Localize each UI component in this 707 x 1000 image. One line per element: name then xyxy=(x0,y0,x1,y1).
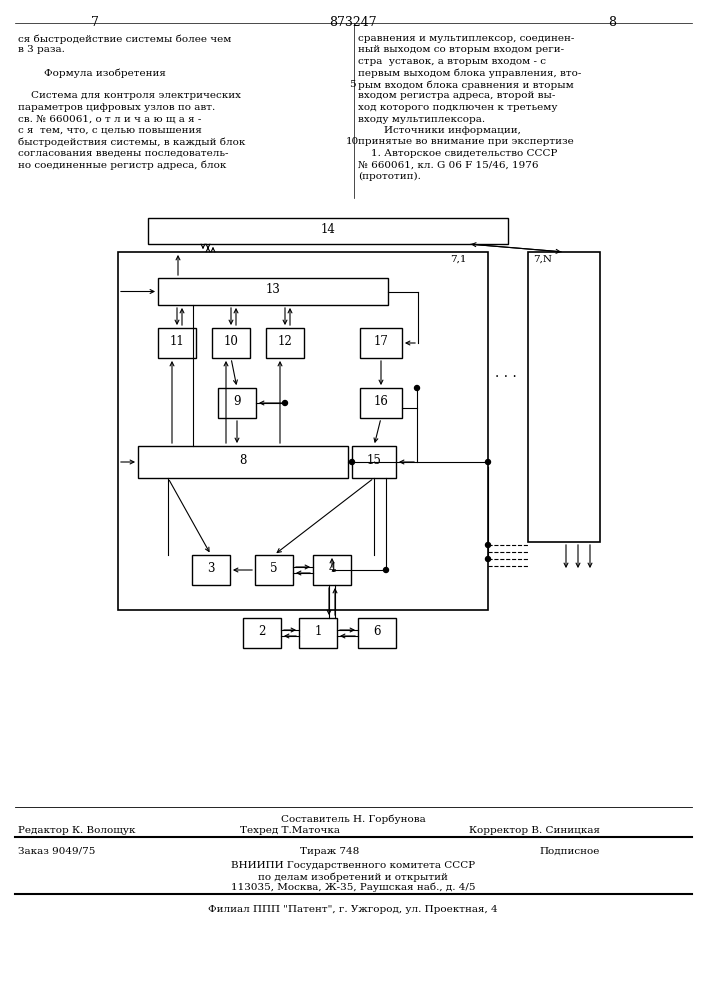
Text: ход которого подключен к третьему: ход которого подключен к третьему xyxy=(358,103,558,112)
Text: св. № 660061, о т л и ч а ю щ а я -: св. № 660061, о т л и ч а ю щ а я - xyxy=(18,114,201,123)
Text: 7,N: 7,N xyxy=(533,255,552,264)
Bar xyxy=(212,328,250,358)
Text: входом регистра адреса, второй вы-: входом регистра адреса, второй вы- xyxy=(358,92,556,101)
Text: 13: 13 xyxy=(266,283,281,296)
Text: ВНИИПИ Государственного комитета СССР: ВНИИПИ Государственного комитета СССР xyxy=(231,861,475,870)
Bar xyxy=(360,328,402,358)
Bar xyxy=(358,618,396,648)
Circle shape xyxy=(414,385,419,390)
Text: · · ·: · · · xyxy=(495,370,517,384)
Text: 12: 12 xyxy=(278,335,293,348)
Bar xyxy=(528,252,600,542)
Text: Заказ 9049/75: Заказ 9049/75 xyxy=(18,847,95,856)
Text: ся быстродействие системы более чем: ся быстродействие системы более чем xyxy=(18,34,231,43)
Text: 8: 8 xyxy=(239,454,247,467)
Text: 17: 17 xyxy=(373,335,388,348)
Text: Тираж 748: Тираж 748 xyxy=(300,847,360,856)
Bar xyxy=(148,218,508,244)
Text: рым входом блока сравнения и вторым: рым входом блока сравнения и вторым xyxy=(358,80,574,90)
Bar xyxy=(192,555,230,585)
Text: 11: 11 xyxy=(170,335,185,348)
Text: 9: 9 xyxy=(233,395,241,408)
Text: стра  уставок, а вторым входом - с: стра уставок, а вторым входом - с xyxy=(358,57,546,66)
Text: 1: 1 xyxy=(315,625,322,638)
Text: (прототип).: (прототип). xyxy=(358,172,421,181)
Bar xyxy=(158,278,388,305)
Text: 14: 14 xyxy=(320,223,335,236)
Bar xyxy=(158,328,196,358)
Text: 873247: 873247 xyxy=(329,16,377,29)
Bar xyxy=(138,446,348,478)
Text: Филиал ППП "Патент", г. Ужгород, ул. Проектная, 4: Филиал ППП "Патент", г. Ужгород, ул. Про… xyxy=(208,905,498,914)
Text: с я  тем, что, с целью повышения: с я тем, что, с целью повышения xyxy=(18,126,202,135)
Bar xyxy=(266,328,304,358)
Bar xyxy=(255,555,293,585)
Text: 15: 15 xyxy=(366,454,382,467)
Text: 7: 7 xyxy=(91,16,99,29)
Text: 10: 10 xyxy=(223,335,238,348)
Text: 6: 6 xyxy=(373,625,381,638)
Bar xyxy=(118,252,488,610)
Text: 16: 16 xyxy=(373,395,388,408)
Bar xyxy=(360,388,402,418)
Text: Редактор К. Волощук: Редактор К. Волощук xyxy=(18,826,136,835)
Text: 5: 5 xyxy=(270,562,278,575)
Text: параметров цифровых узлов по авт.: параметров цифровых узлов по авт. xyxy=(18,103,215,112)
Text: сравнения и мультиплексор, соединен-: сравнения и мультиплексор, соединен- xyxy=(358,34,574,43)
Text: 10: 10 xyxy=(346,137,358,146)
Text: первым выходом блока управления, вто-: первым выходом блока управления, вто- xyxy=(358,68,581,78)
Text: 3: 3 xyxy=(207,562,215,575)
Bar xyxy=(243,618,281,648)
Text: 7,1: 7,1 xyxy=(450,255,467,264)
Text: в 3 раза.: в 3 раза. xyxy=(18,45,65,54)
Text: 1. Авторское свидетельство СССР: 1. Авторское свидетельство СССР xyxy=(358,149,557,158)
Text: 8: 8 xyxy=(608,16,616,29)
Text: 2: 2 xyxy=(258,625,266,638)
Text: Техред Т.Маточка: Техред Т.Маточка xyxy=(240,826,340,835)
Text: 5: 5 xyxy=(349,80,356,89)
Text: согласования введены последователь-: согласования введены последователь- xyxy=(18,149,228,158)
Circle shape xyxy=(486,556,491,562)
Text: 4: 4 xyxy=(328,562,336,575)
Text: Формула изобретения: Формула изобретения xyxy=(18,68,166,78)
Bar xyxy=(313,555,351,585)
Bar xyxy=(218,388,256,418)
Bar xyxy=(299,618,337,648)
Text: ный выходом со вторым входом реги-: ный выходом со вторым входом реги- xyxy=(358,45,564,54)
Text: по делам изобретений и открытий: по делам изобретений и открытий xyxy=(258,872,448,882)
Circle shape xyxy=(349,460,354,464)
Text: Подписное: Подписное xyxy=(539,847,600,856)
Text: принятые во внимание при экспертизе: принятые во внимание при экспертизе xyxy=(358,137,574,146)
Text: Система для контроля электрических: Система для контроля электрических xyxy=(18,92,241,101)
Circle shape xyxy=(486,460,491,464)
Circle shape xyxy=(486,542,491,548)
Text: Источники информации,: Источники информации, xyxy=(358,126,521,135)
Text: 113035, Москва, Ж-35, Раушская наб., д. 4/5: 113035, Москва, Ж-35, Раушская наб., д. … xyxy=(230,883,475,892)
Circle shape xyxy=(283,400,288,406)
Text: Корректор В. Синицкая: Корректор В. Синицкая xyxy=(469,826,600,835)
Text: № 660061, кл. G 06 F 15/46, 1976: № 660061, кл. G 06 F 15/46, 1976 xyxy=(358,160,539,169)
Text: Составитель Н. Горбунова: Составитель Н. Горбунова xyxy=(281,815,426,824)
Text: входу мультиплексора.: входу мультиплексора. xyxy=(358,114,485,123)
Circle shape xyxy=(383,568,389,572)
Text: быстродействия системы, в каждый блок: быстродействия системы, в каждый блок xyxy=(18,137,245,147)
Text: но соединенные регистр адреса, блок: но соединенные регистр адреса, блок xyxy=(18,160,226,170)
Bar xyxy=(352,446,396,478)
